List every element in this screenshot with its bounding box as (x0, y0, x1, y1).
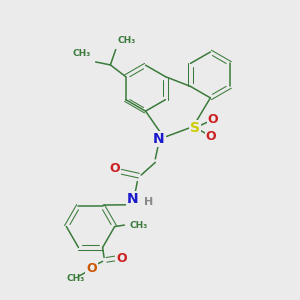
Text: CH₃: CH₃ (66, 274, 85, 283)
Text: O: O (116, 252, 127, 265)
Text: O: O (208, 113, 218, 126)
Text: CH₃: CH₃ (129, 220, 148, 230)
Text: H: H (144, 197, 153, 207)
Text: CH₃: CH₃ (117, 36, 135, 45)
Text: N: N (127, 193, 139, 206)
Text: O: O (86, 262, 97, 275)
Text: O: O (206, 130, 216, 143)
Text: S: S (190, 121, 200, 135)
Text: O: O (110, 162, 120, 175)
Text: N: N (153, 132, 165, 146)
Text: CH₃: CH₃ (72, 50, 91, 58)
